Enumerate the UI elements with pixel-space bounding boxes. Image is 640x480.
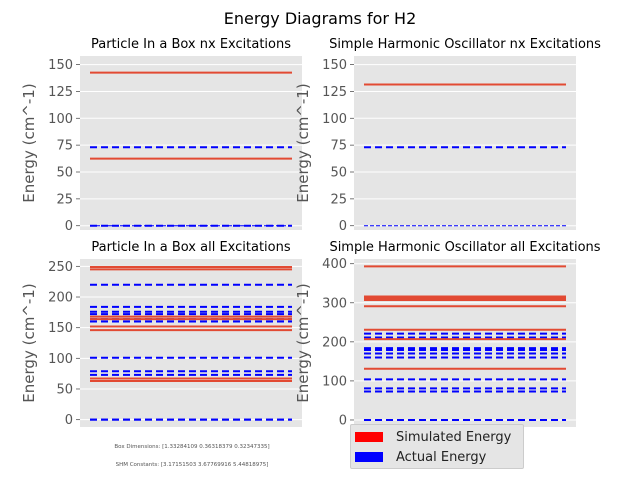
- y-tick-label: 0: [65, 219, 73, 234]
- y-tick-label: 300: [322, 296, 347, 311]
- legend-label-simulated: Simulated Energy: [396, 429, 512, 445]
- y-tick-label: 50: [330, 166, 347, 181]
- y-axis-label: Energy (cm^-1): [20, 283, 38, 402]
- legend-item-simulated: Simulated Energy: [355, 428, 511, 446]
- footnote-box-dimensions: Box Dimensions: [1.33284109 0.36318379 0…: [114, 444, 270, 450]
- y-axis-label: Energy (cm^-1): [20, 83, 38, 202]
- y-tick-label: 100: [322, 112, 347, 127]
- footnote-shm-constants: SHM Constants: [3.17151503 3.67769916 5.…: [115, 462, 269, 468]
- legend-label-actual: Actual Energy: [396, 449, 487, 465]
- panel-3: 0 50 100 150 200 250 Particle In a Box all Exc…: [20, 240, 302, 428]
- panel-title: Particle In a Box nx Excitations: [91, 37, 291, 52]
- panel-title: Simple Harmonic Oscillator nx Excitation…: [329, 37, 601, 52]
- y-tick-label: 150: [322, 58, 347, 73]
- legend-item-actual: Actual Energy: [355, 448, 486, 466]
- y-axis-label: Energy (cm^-1): [294, 283, 312, 402]
- legend-swatch-simulated: [355, 432, 383, 442]
- y-tick-label: 75: [56, 139, 73, 154]
- y-tick-label: 100: [48, 352, 73, 367]
- y-tick-label: 125: [322, 85, 347, 100]
- y-tick-label: 150: [48, 321, 73, 336]
- panel-title: Particle In a Box all Excitations: [91, 240, 290, 255]
- panel-title: Simple Harmonic Oscillator all Excitatio…: [329, 240, 600, 255]
- y-tick-label: 50: [56, 382, 73, 397]
- panel-4: 0 100 200 300 400 Simple Harmonic Oscillator …: [294, 240, 601, 428]
- y-tick-label: 0: [339, 413, 347, 428]
- plot-area: [354, 259, 576, 427]
- y-tick-label: 0: [65, 413, 73, 428]
- y-tick-label: 400: [322, 257, 347, 272]
- plot-area: [80, 56, 302, 230]
- y-tick-label: 100: [322, 374, 347, 389]
- y-tick-label: 250: [48, 260, 73, 275]
- footnote: Box Dimensions: [1.33284109 0.36318379 0…: [42, 432, 342, 474]
- legend-swatch-actual: [355, 452, 383, 462]
- y-tick-label: 125: [48, 85, 73, 100]
- figure-title: Energy Diagrams for H2: [224, 9, 417, 28]
- y-tick-label: 150: [48, 58, 73, 73]
- y-axis-label: Energy (cm^-1): [294, 83, 312, 202]
- legend: Simulated Energy Actual Energy: [350, 424, 524, 469]
- y-tick-label: 50: [56, 166, 73, 181]
- y-tick-label: 200: [48, 291, 73, 306]
- y-tick-label: 75: [330, 139, 347, 154]
- y-tick-label: 100: [48, 112, 73, 127]
- panel-2: 0 25 50 75 100 125 150 Simple Harmonic Oscillat…: [294, 37, 601, 234]
- panel-1: 0 25 50 75 100 125 150 Particle In a Box nx Exc…: [20, 37, 302, 234]
- plot-area: [354, 56, 576, 230]
- y-tick-label: 200: [322, 335, 347, 350]
- y-tick-label: 25: [330, 192, 347, 207]
- plot-area: [80, 259, 302, 427]
- y-tick-label: 0: [339, 219, 347, 234]
- y-tick-label: 25: [56, 192, 73, 207]
